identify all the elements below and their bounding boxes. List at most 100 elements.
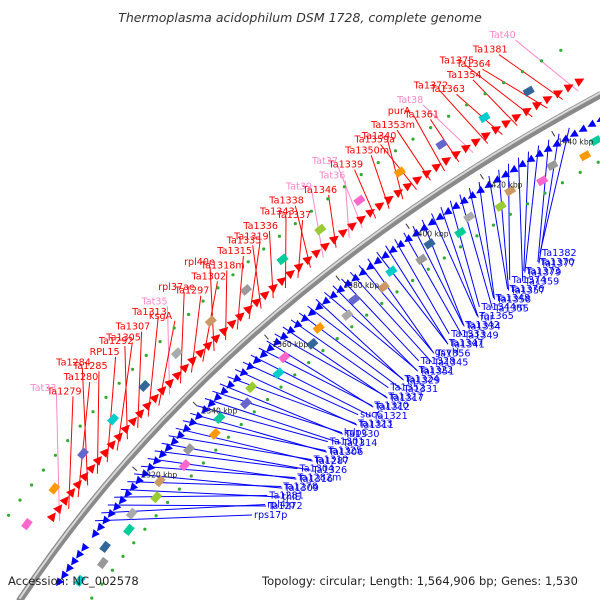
forward-gene-arrow[interactable] xyxy=(431,160,443,173)
reverse-gene-arrow[interactable] xyxy=(371,256,383,268)
bottom-gene-label[interactable]: Ta1351 xyxy=(419,366,455,377)
bottom-gene-label[interactable]: Ta1347 xyxy=(448,338,484,349)
bottom-gene-label[interactable]: fur xyxy=(480,312,493,323)
reverse-gene-arrow[interactable] xyxy=(168,436,179,448)
reverse-gene-arrow[interactable] xyxy=(270,337,282,349)
forward-gene-arrow[interactable] xyxy=(59,493,73,506)
feature-block[interactable] xyxy=(99,540,111,553)
feature-block[interactable] xyxy=(123,523,135,536)
reverse-gene-arrow[interactable] xyxy=(327,290,339,302)
forward-gene-arrow[interactable] xyxy=(218,324,232,337)
bottom-gene-label[interactable]: Ta1287 xyxy=(314,456,350,467)
reverse-gene-arrow[interactable] xyxy=(105,508,116,520)
reverse-gene-arrow[interactable] xyxy=(250,355,262,367)
forward-gene-arrow[interactable] xyxy=(46,510,60,523)
top-gene-label[interactable]: Ta1335 xyxy=(226,235,262,246)
reverse-gene-arrow[interactable] xyxy=(192,411,204,422)
bottom-gene-label[interactable]: thiE xyxy=(282,492,301,503)
bottom-gene-label[interactable]: Ta1348 xyxy=(495,293,531,304)
top-gene-label[interactable]: Ta1363 xyxy=(429,84,465,95)
forward-gene-arrow[interactable] xyxy=(226,316,240,329)
bottom-gene-label[interactable]: Ta1314 xyxy=(342,438,378,449)
reverse-gene-arrow[interactable] xyxy=(458,196,469,207)
reverse-gene-arrow[interactable] xyxy=(524,154,536,166)
reverse-gene-arrow[interactable] xyxy=(394,239,406,251)
reverse-gene-arrow[interactable] xyxy=(334,284,346,296)
top-gene-label[interactable]: Tat39 xyxy=(285,181,312,192)
top-gene-label[interactable]: rpl37ae xyxy=(158,282,195,293)
feature-block[interactable] xyxy=(182,443,195,456)
bottom-gene-label[interactable]: Ta1382 xyxy=(541,248,577,259)
reverse-gene-arrow[interactable] xyxy=(132,475,144,487)
bottom-gene-label[interactable]: sucC xyxy=(360,410,383,421)
bottom-gene-label[interactable]: Ta1317 xyxy=(388,393,424,404)
bottom-gene-label[interactable]: Ta1325 xyxy=(327,446,363,457)
forward-gene-arrow[interactable] xyxy=(402,179,416,192)
forward-gene-arrow[interactable] xyxy=(490,122,503,135)
reverse-gene-arrow[interactable] xyxy=(305,308,317,319)
forward-gene-arrow[interactable] xyxy=(552,86,565,99)
reverse-gene-arrow[interactable] xyxy=(291,319,303,331)
reverse-gene-arrow[interactable] xyxy=(243,361,255,373)
feature-block[interactable] xyxy=(276,253,289,266)
feature-block[interactable] xyxy=(377,281,390,293)
top-gene-label[interactable]: Ta1285 xyxy=(72,361,108,372)
bottom-gene-label[interactable]: Ta1356 xyxy=(435,348,471,359)
reverse-gene-arrow[interactable] xyxy=(550,139,562,150)
feature-block[interactable] xyxy=(522,85,535,97)
reverse-gene-arrow[interactable] xyxy=(542,144,553,156)
feature-block[interactable] xyxy=(546,159,559,171)
feature-block[interactable] xyxy=(435,138,448,151)
bottom-gene-label[interactable]: Ta1344m xyxy=(480,302,525,313)
top-gene-label[interactable]: Tat36 xyxy=(318,171,345,182)
reverse-gene-arrow[interactable] xyxy=(449,201,461,213)
reverse-gene-arrow[interactable] xyxy=(198,405,210,416)
top-gene-label[interactable]: Ta1381 xyxy=(472,45,508,56)
bottom-gene-label[interactable]: Ta1324 xyxy=(404,374,440,385)
feature-block[interactable] xyxy=(213,411,226,425)
bottom-gene-label[interactable]: Ta1278 xyxy=(282,482,318,493)
forward-gene-arrow[interactable] xyxy=(480,128,493,141)
bottom-gene-label[interactable]: Ta1326 xyxy=(312,465,348,476)
feature-block[interactable] xyxy=(107,413,119,426)
reverse-gene-arrow[interactable] xyxy=(211,392,223,404)
reverse-gene-arrow[interactable] xyxy=(89,529,100,540)
forward-gene-arrow[interactable] xyxy=(563,80,576,93)
reverse-gene-arrow[interactable] xyxy=(499,170,511,181)
bottom-gene-label[interactable]: Ta1365 xyxy=(478,311,514,322)
reverse-gene-arrow[interactable] xyxy=(63,563,74,575)
feature-block[interactable] xyxy=(385,265,398,277)
forward-gene-arrow[interactable] xyxy=(542,92,554,105)
forward-gene-arrow[interactable] xyxy=(421,166,434,179)
reverse-gene-arrow[interactable] xyxy=(264,343,275,355)
reverse-gene-arrow[interactable] xyxy=(441,207,453,218)
reverse-gene-arrow[interactable] xyxy=(298,313,310,325)
forward-gene-arrow[interactable] xyxy=(285,266,298,280)
reverse-gene-arrow[interactable] xyxy=(507,164,519,176)
reverse-gene-arrow[interactable] xyxy=(277,331,289,343)
reverse-gene-arrow[interactable] xyxy=(425,217,437,229)
top-gene-label[interactable]: Ta1353m xyxy=(370,120,415,131)
top-gene-label[interactable]: Ta1346 xyxy=(302,185,338,196)
reverse-gene-arrow[interactable] xyxy=(110,502,122,513)
bottom-gene-label[interactable]: rpl4lp xyxy=(267,500,295,511)
forward-gene-arrow[interactable] xyxy=(202,338,216,351)
feature-block[interactable] xyxy=(393,166,406,178)
feature-block[interactable] xyxy=(48,482,61,495)
forward-gene-arrow[interactable] xyxy=(574,74,586,87)
reverse-gene-arrow[interactable] xyxy=(58,570,69,581)
reverse-gene-arrow[interactable] xyxy=(237,367,249,379)
forward-gene-arrow[interactable] xyxy=(470,135,483,147)
bottom-gene-label[interactable]: Ta1355 xyxy=(493,303,529,314)
bottom-gene-label[interactable]: Ta1310 xyxy=(313,455,349,466)
forward-gene-arrow[interactable] xyxy=(187,353,200,366)
reverse-gene-arrow[interactable] xyxy=(319,296,331,307)
bottom-gene-label[interactable]: gcvH xyxy=(435,347,459,358)
reverse-gene-arrow[interactable] xyxy=(127,482,139,493)
forward-gene-arrow[interactable] xyxy=(156,383,170,396)
feature-block[interactable] xyxy=(208,427,221,440)
bottom-gene-label[interactable]: Ta1323 xyxy=(357,419,393,430)
forward-gene-arrow[interactable] xyxy=(337,225,351,238)
reverse-gene-arrow[interactable] xyxy=(586,119,597,131)
forward-gene-arrow[interactable] xyxy=(210,331,224,344)
